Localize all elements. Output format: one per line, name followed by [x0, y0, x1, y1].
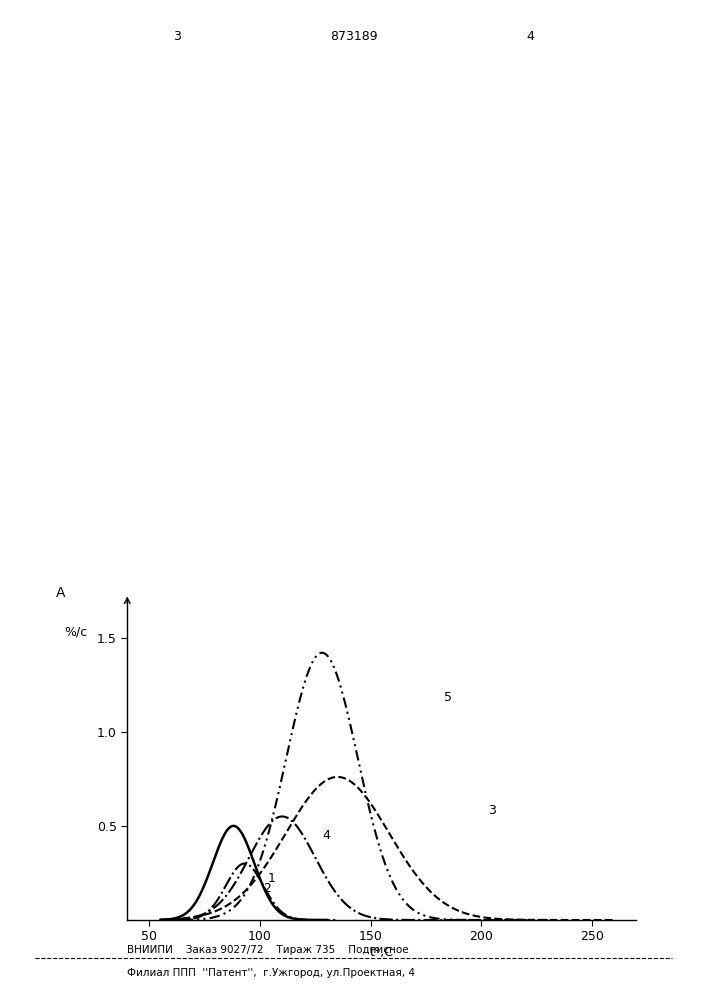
Text: 873189: 873189 — [329, 30, 378, 43]
Text: 3: 3 — [489, 804, 496, 817]
X-axis label: t°,C: t°,C — [370, 946, 394, 959]
Text: 2: 2 — [263, 882, 271, 894]
Text: Филиал ППП  ''Патент'',  г.Ужгород, ул.Проектная, 4: Филиал ППП ''Патент'', г.Ужгород, ул.Про… — [127, 968, 415, 978]
Text: 4: 4 — [322, 829, 330, 842]
Text: 1: 1 — [267, 872, 275, 885]
Text: 3: 3 — [173, 30, 181, 43]
Text: 5: 5 — [444, 691, 452, 704]
Text: %/c: %/c — [65, 626, 88, 639]
Text: 4: 4 — [526, 30, 534, 43]
Text: ВНИИПИ    Заказ 9027/72    Тираж 735    Подписное: ВНИИПИ Заказ 9027/72 Тираж 735 Подписное — [127, 945, 409, 955]
Text: A: A — [57, 586, 66, 600]
